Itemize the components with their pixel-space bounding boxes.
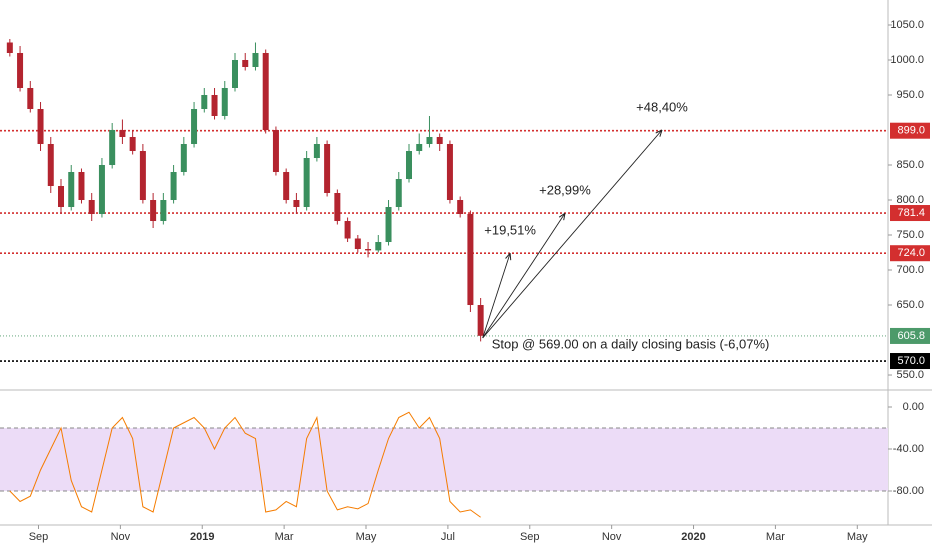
y-tick-label: 550.0 <box>896 369 924 381</box>
candle-body <box>37 108 44 145</box>
candle-body <box>211 94 218 116</box>
y-tick-label: 950.0 <box>896 89 924 101</box>
candle-body <box>303 158 310 208</box>
candle-body <box>344 221 351 239</box>
y-tick-label: 700.0 <box>896 264 924 276</box>
level-label-bg <box>890 122 930 139</box>
x-tick-label: Sep <box>520 531 540 543</box>
arrow-label: +19,51% <box>484 223 536 238</box>
candle-body <box>426 137 433 145</box>
candle-body <box>457 200 464 215</box>
candle-body <box>313 144 320 159</box>
y-tick-label: 850.0 <box>896 159 924 171</box>
level-label: 781.4 <box>897 207 925 219</box>
y-tick-label: 650.0 <box>896 299 924 311</box>
candle-body <box>365 249 372 251</box>
candle-body <box>405 151 412 180</box>
candle-body <box>375 242 382 251</box>
level-label-bg <box>890 353 930 370</box>
candle-body <box>88 200 95 215</box>
x-tick-label: Mar <box>766 531 785 543</box>
candle-body <box>252 52 259 67</box>
arrow-label: +28,99% <box>539 183 591 198</box>
candle-body <box>324 144 331 194</box>
candle-body <box>416 144 423 152</box>
y-tick-label: 1050.0 <box>890 19 924 31</box>
projection-arrow <box>482 213 566 339</box>
candle-body <box>119 130 126 138</box>
candle-body <box>221 87 228 116</box>
candle-body <box>78 172 85 201</box>
candle-body <box>68 172 75 208</box>
candle-body <box>293 200 300 208</box>
y-tick-label: 0.00 <box>903 401 924 413</box>
arrow-head <box>655 129 663 137</box>
candle-body <box>6 42 13 53</box>
x-tick-label: 2019 <box>190 531 214 543</box>
level-label-bg <box>890 327 930 344</box>
candle-body <box>109 130 116 166</box>
candle-body <box>354 238 361 250</box>
candle-body <box>17 52 24 88</box>
candle-body <box>47 144 54 187</box>
y-tick-label: -40.00 <box>893 443 924 455</box>
level-label-bg <box>890 245 930 262</box>
level-label: 605.8 <box>897 330 925 342</box>
projection-arrow <box>482 253 511 339</box>
y-tick-label: 800.0 <box>896 194 924 206</box>
candle-body <box>242 59 249 67</box>
candle-body <box>27 87 34 109</box>
y-tick-label: -80.00 <box>893 485 924 497</box>
candle-body <box>436 137 443 145</box>
y-tick-label: 750.0 <box>896 229 924 241</box>
stop-note: Stop @ 569.00 on a daily closing basis (… <box>492 336 770 351</box>
candle-body <box>150 200 157 222</box>
y-tick-label: 1000.0 <box>890 54 924 66</box>
projection-arrow <box>482 129 663 339</box>
candle-body <box>385 207 392 243</box>
candle-body <box>98 165 105 215</box>
candle-body <box>139 151 146 201</box>
candle-body <box>191 108 198 145</box>
level-label: 724.0 <box>897 247 925 259</box>
level-label: 899.0 <box>897 125 925 137</box>
candle-body <box>129 137 136 152</box>
candle-body <box>283 172 290 201</box>
arrow-head <box>505 252 512 261</box>
x-tick-label: Sep <box>29 531 49 543</box>
candle-body <box>160 200 167 222</box>
level-label-bg <box>890 205 930 222</box>
arrow-label: +48,40% <box>636 99 688 114</box>
candle-body <box>262 52 269 130</box>
level-label: 570.0 <box>897 355 925 367</box>
oscillator-band <box>0 428 888 491</box>
arrow-head <box>558 212 566 221</box>
candle-body <box>170 172 177 201</box>
candle-body <box>467 214 474 306</box>
x-tick-label: May <box>356 531 377 543</box>
candle-body <box>334 193 341 222</box>
candle-body <box>201 94 208 109</box>
x-tick-label: Mar <box>275 531 294 543</box>
candle-body <box>272 130 279 173</box>
oscillator-line <box>9 411 481 518</box>
x-tick-label: Nov <box>602 531 622 543</box>
candle-body <box>180 144 187 173</box>
x-tick-label: May <box>847 531 868 543</box>
candle-body <box>477 305 484 336</box>
x-tick-label: 2020 <box>681 531 705 543</box>
candle-body <box>395 179 402 208</box>
x-tick-label: Nov <box>111 531 131 543</box>
candle-body <box>231 59 238 88</box>
x-tick-label: Jul <box>441 531 455 543</box>
candle-body <box>446 144 453 201</box>
candle-body <box>58 186 65 208</box>
